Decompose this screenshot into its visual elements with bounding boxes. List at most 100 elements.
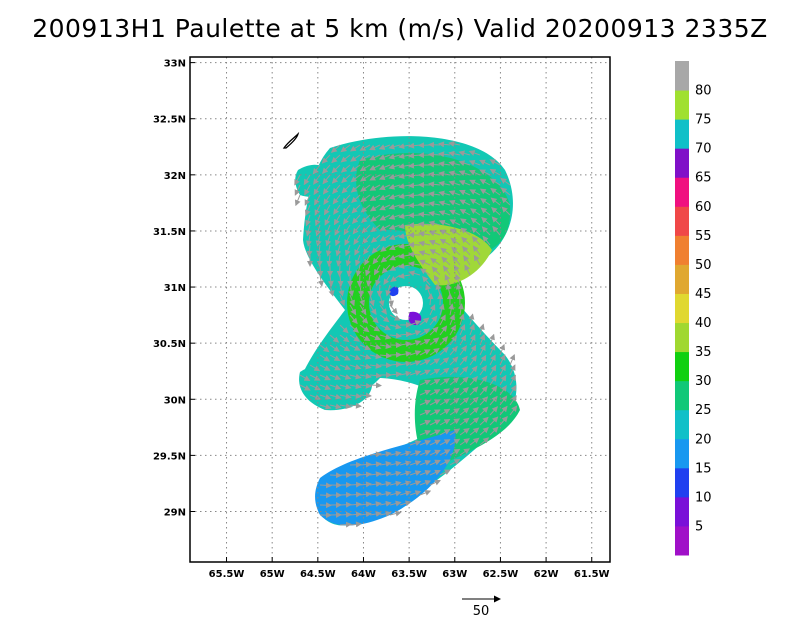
wind-vector [388,294,394,307]
wind-vector [479,406,489,416]
wind-vector [389,323,402,330]
lat-tick-label: 30N [164,395,186,406]
wind-vector [429,249,441,256]
wind-vector [429,358,441,366]
wind-vector [359,294,365,307]
wind-vector [509,353,516,366]
wind-vector [329,403,342,410]
wind-legend-label: 50 [473,604,490,618]
wind-vector [319,394,332,400]
wind-vector [429,409,441,416]
wind-vector [479,385,488,396]
wind-vector [439,388,450,396]
wind-vector [459,448,470,456]
wind-vector [322,164,331,175]
wind-vector [469,417,480,426]
wind-vector [351,204,361,214]
colorbar-swatch [675,496,689,527]
wind-vector [349,402,362,409]
wind-vector [379,324,391,331]
wind-vector [323,194,331,206]
wind-vector [472,245,481,256]
colorbar-swatch [675,119,689,149]
wind-vector [409,460,422,466]
colorbar-swatch [675,177,689,207]
wind-vector [459,189,471,196]
wind-vector [369,382,382,389]
wind-vector [315,234,322,247]
wind-vector [420,268,431,276]
wind-vector [471,236,481,246]
wind-vector [369,304,377,316]
wind-vector [345,254,352,267]
wind-vector [479,169,491,176]
wind-vector [478,323,485,336]
wind-vector [419,419,432,426]
wind-vector [499,415,508,426]
colorbar-label: 15 [695,461,712,476]
wind-legend: 50 [462,595,501,618]
wind-vector [439,449,451,456]
wind-vector [500,177,511,186]
wind-vector [448,150,461,157]
wind-vector [379,461,392,467]
wind-vector [418,231,431,237]
wind-vector [499,395,508,406]
wind-vector [463,255,471,266]
wind-vector [342,214,351,225]
wind-vector [355,254,361,267]
wind-vector [438,210,451,216]
wind-vector [305,224,312,237]
wind-vector [369,334,381,341]
wind-vector [341,174,351,184]
wind-vector [326,254,333,267]
colorbar-label: 30 [695,374,712,389]
colorbar-swatch [675,380,689,411]
wind-vector [369,294,375,307]
wind-vector [459,438,470,446]
wind-vector [409,370,422,376]
wind-vector [449,418,460,426]
wind-vector [438,170,451,177]
wind-vector [335,244,342,257]
wind-vector [480,207,491,216]
wind-vector [350,164,361,173]
wind-vector [369,184,381,191]
wind-vector [469,396,479,406]
wind-vector [332,184,341,195]
lat-tick-labels: 33N 32.5N 32N 31.5N 31N 30.5N 30N 29.5N 29N [153,59,186,519]
colorbar-label: 20 [695,432,712,447]
wind-vector [369,491,382,498]
wind-vector [479,375,488,386]
wind-vector [294,184,301,196]
wind-vector [439,429,451,436]
wind-vector [369,194,381,202]
wind-vector [449,377,460,386]
wind-vector [319,384,332,391]
wind-vector [509,405,518,416]
wind-vector [379,343,392,349]
lat-tick-label: 31N [164,283,186,294]
wind-vector [489,364,497,376]
wind-vector [419,349,431,356]
wind-vector [325,244,332,257]
wind-vector [305,214,311,227]
lon-tick-label: 64W [351,569,376,580]
wind-vector [451,246,461,256]
wind-vector [379,333,392,340]
wind-vector [389,460,402,467]
wind-vector [369,471,382,478]
wind-vector [438,180,451,187]
wind-vector [429,315,438,326]
map-frame [189,56,611,563]
wind-vector [359,144,371,151]
wind-vector [429,337,440,346]
wind-vector [428,171,441,178]
wind-vector [429,389,441,396]
colorbar-label: 55 [695,229,712,244]
wind-vector [408,261,421,268]
wind-vector [359,491,372,498]
wind-vector [399,341,412,348]
wind-vector [439,238,451,246]
wind-vector [399,331,412,338]
